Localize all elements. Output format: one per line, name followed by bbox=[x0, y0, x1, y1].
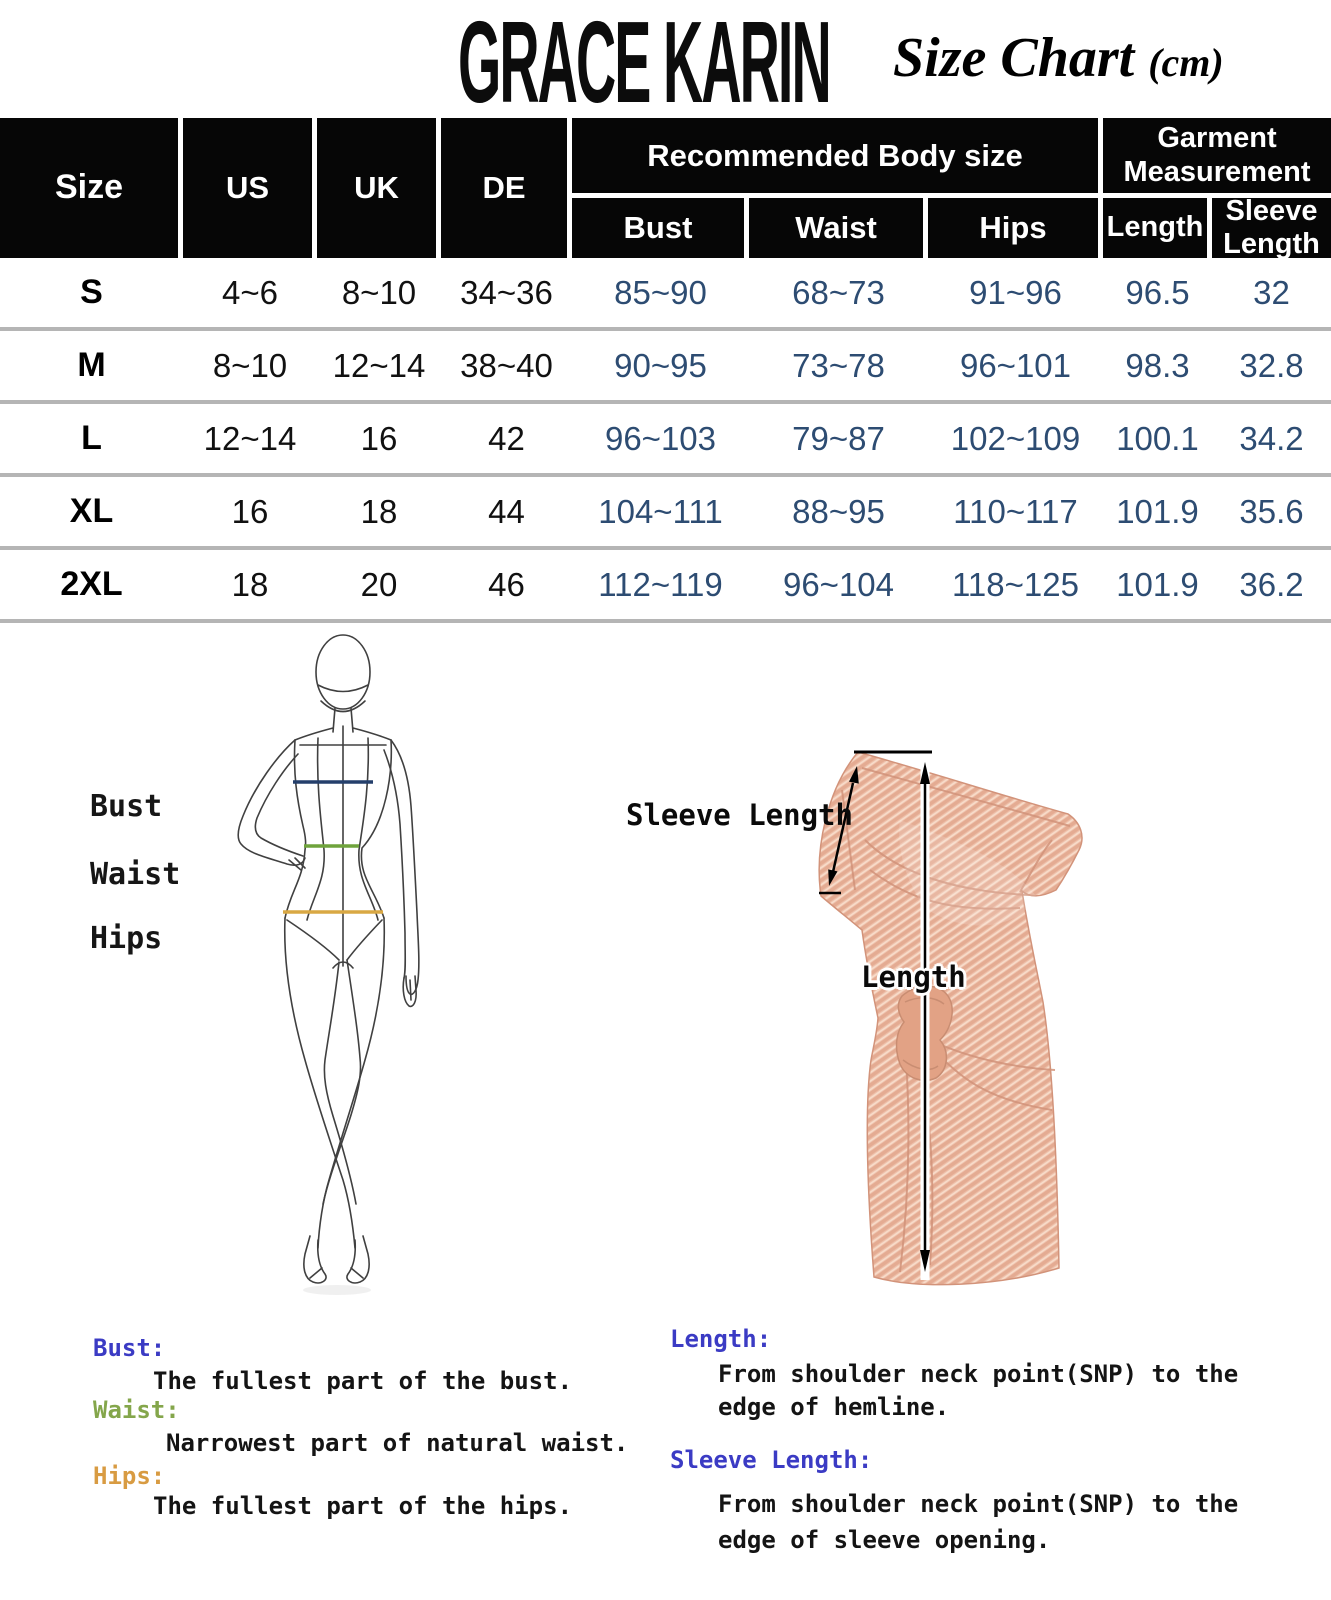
table-cell: XL bbox=[69, 492, 114, 530]
table-cell: 110~117 bbox=[953, 492, 1078, 530]
brand-logo: GRACE KARIN bbox=[458, 0, 832, 127]
table-cell: 73~78 bbox=[792, 346, 885, 384]
table-row: XL 16 18 44 104~111 88~95 110~117 101.9 … bbox=[0, 477, 1331, 550]
table-cell: 112~119 bbox=[598, 565, 723, 603]
table-cell: 100.1 bbox=[1116, 419, 1199, 457]
table-cell: 16 bbox=[231, 492, 269, 530]
column-header-hips: Hips bbox=[928, 198, 1103, 258]
table-cell: 68~73 bbox=[792, 273, 885, 311]
table-cell: 20 bbox=[360, 565, 398, 603]
definition-length-label: Length: bbox=[670, 1325, 772, 1353]
table-cell: 96~104 bbox=[782, 565, 895, 603]
definition-length-text: From shoulder neck point(SNP) to the edg… bbox=[718, 1360, 1239, 1421]
table-cell: 2XL bbox=[60, 565, 123, 603]
page-title-text: Size Chart bbox=[893, 27, 1135, 89]
column-header-bust: Bust bbox=[572, 198, 749, 258]
size-table-header: Size US UK DE Recommended Body size Garm… bbox=[0, 118, 1331, 260]
figure-bust-label: Bust bbox=[90, 789, 163, 824]
dress-length-label: Length bbox=[861, 960, 966, 994]
croquis-figure bbox=[237, 634, 420, 1295]
table-cell: 18 bbox=[231, 565, 269, 603]
table-cell: 42 bbox=[488, 419, 525, 457]
table-cell: 32.8 bbox=[1239, 346, 1304, 384]
column-header-uk: UK bbox=[317, 118, 441, 258]
table-cell: 101.9 bbox=[1116, 492, 1199, 530]
table-row: M 8~10 12~14 38~40 90~95 73~78 96~101 98… bbox=[0, 331, 1331, 404]
definition-waist-text: Narrowest part of natural waist. bbox=[166, 1429, 629, 1457]
figure-hips-label: Hips bbox=[90, 921, 163, 956]
column-header-length: Length bbox=[1103, 198, 1212, 258]
column-group-garment: Garment Measurement bbox=[1103, 118, 1331, 198]
table-cell: 44 bbox=[488, 492, 525, 530]
definition-sleeve-label: Sleeve Length: bbox=[670, 1446, 873, 1474]
column-header-waist: Waist bbox=[749, 198, 928, 258]
figure-head bbox=[315, 634, 371, 710]
table-cell: 35.6 bbox=[1239, 492, 1304, 530]
dress-figure bbox=[818, 750, 1083, 1286]
table-cell: 46 bbox=[488, 565, 525, 603]
table-cell: 101.9 bbox=[1116, 565, 1199, 603]
table-cell: 96~101 bbox=[959, 346, 1072, 384]
figure-waist-label: Waist bbox=[90, 857, 181, 892]
definition-sleeve-text: From shoulder neck point(SNP) to the edg… bbox=[718, 1490, 1239, 1554]
table-cell: 16 bbox=[360, 419, 398, 457]
table-cell: 88~95 bbox=[792, 492, 885, 530]
page-title-unit: (cm) bbox=[1148, 40, 1224, 85]
column-header-de: DE bbox=[441, 118, 572, 258]
size-table-body: S 4~6 8~10 34~36 85~90 68~73 91~96 96.5 … bbox=[0, 258, 1331, 623]
table-cell: 102~109 bbox=[950, 419, 1081, 457]
table-cell: 118~125 bbox=[952, 565, 1079, 603]
table-cell: 34~36 bbox=[460, 273, 553, 311]
table-cell: 85~90 bbox=[614, 273, 707, 311]
table-cell: 12~14 bbox=[203, 419, 297, 457]
dress-sleeve-length-label: Sleeve Length bbox=[626, 798, 853, 832]
column-header-us: US bbox=[183, 118, 317, 258]
column-group-body-size: Recommended Body size bbox=[572, 118, 1103, 198]
table-cell: L bbox=[81, 419, 102, 457]
definition-bust-label: Bust: bbox=[93, 1334, 166, 1362]
column-header-size: Size bbox=[0, 118, 183, 258]
table-cell: 8~10 bbox=[212, 346, 288, 384]
table-cell: 98.3 bbox=[1125, 346, 1190, 384]
table-cell: 91~96 bbox=[969, 273, 1062, 311]
table-cell: M bbox=[77, 346, 106, 384]
table-cell: 32 bbox=[1253, 273, 1290, 311]
table-cell: 36.2 bbox=[1239, 565, 1304, 603]
table-cell: 18 bbox=[360, 492, 398, 530]
table-cell: 90~95 bbox=[614, 346, 707, 384]
table-cell: 104~111 bbox=[598, 492, 723, 530]
table-cell: S bbox=[80, 273, 103, 311]
definition-hips-text: The fullest part of the hips. bbox=[153, 1492, 573, 1520]
table-row: S 4~6 8~10 34~36 85~90 68~73 91~96 96.5 … bbox=[0, 258, 1331, 331]
table-cell: 96~103 bbox=[604, 419, 717, 457]
column-header-sleeve-length: Sleeve Length bbox=[1212, 195, 1331, 260]
table-cell: 79~87 bbox=[792, 419, 885, 457]
table-cell: 12~14 bbox=[332, 346, 426, 384]
table-row: L 12~14 16 42 96~103 79~87 102~109 100.1… bbox=[0, 404, 1331, 477]
length-arrow bbox=[920, 760, 930, 1280]
table-cell: 38~40 bbox=[460, 346, 553, 384]
definition-hips-label: Hips: bbox=[93, 1462, 166, 1490]
definition-bust-text: The fullest part of the bust. bbox=[153, 1367, 573, 1395]
page-title: Size Chart (cm) bbox=[893, 26, 1224, 90]
table-cell: 96.5 bbox=[1125, 273, 1190, 311]
table-row: 2XL 18 20 46 112~119 96~104 118~125 101.… bbox=[0, 550, 1331, 623]
table-cell: 8~10 bbox=[341, 273, 417, 311]
definition-waist-label: Waist: bbox=[93, 1396, 180, 1424]
table-cell: 34.2 bbox=[1239, 419, 1304, 457]
table-cell: 4~6 bbox=[222, 273, 278, 311]
sleeve-length-arrow bbox=[819, 766, 859, 895]
